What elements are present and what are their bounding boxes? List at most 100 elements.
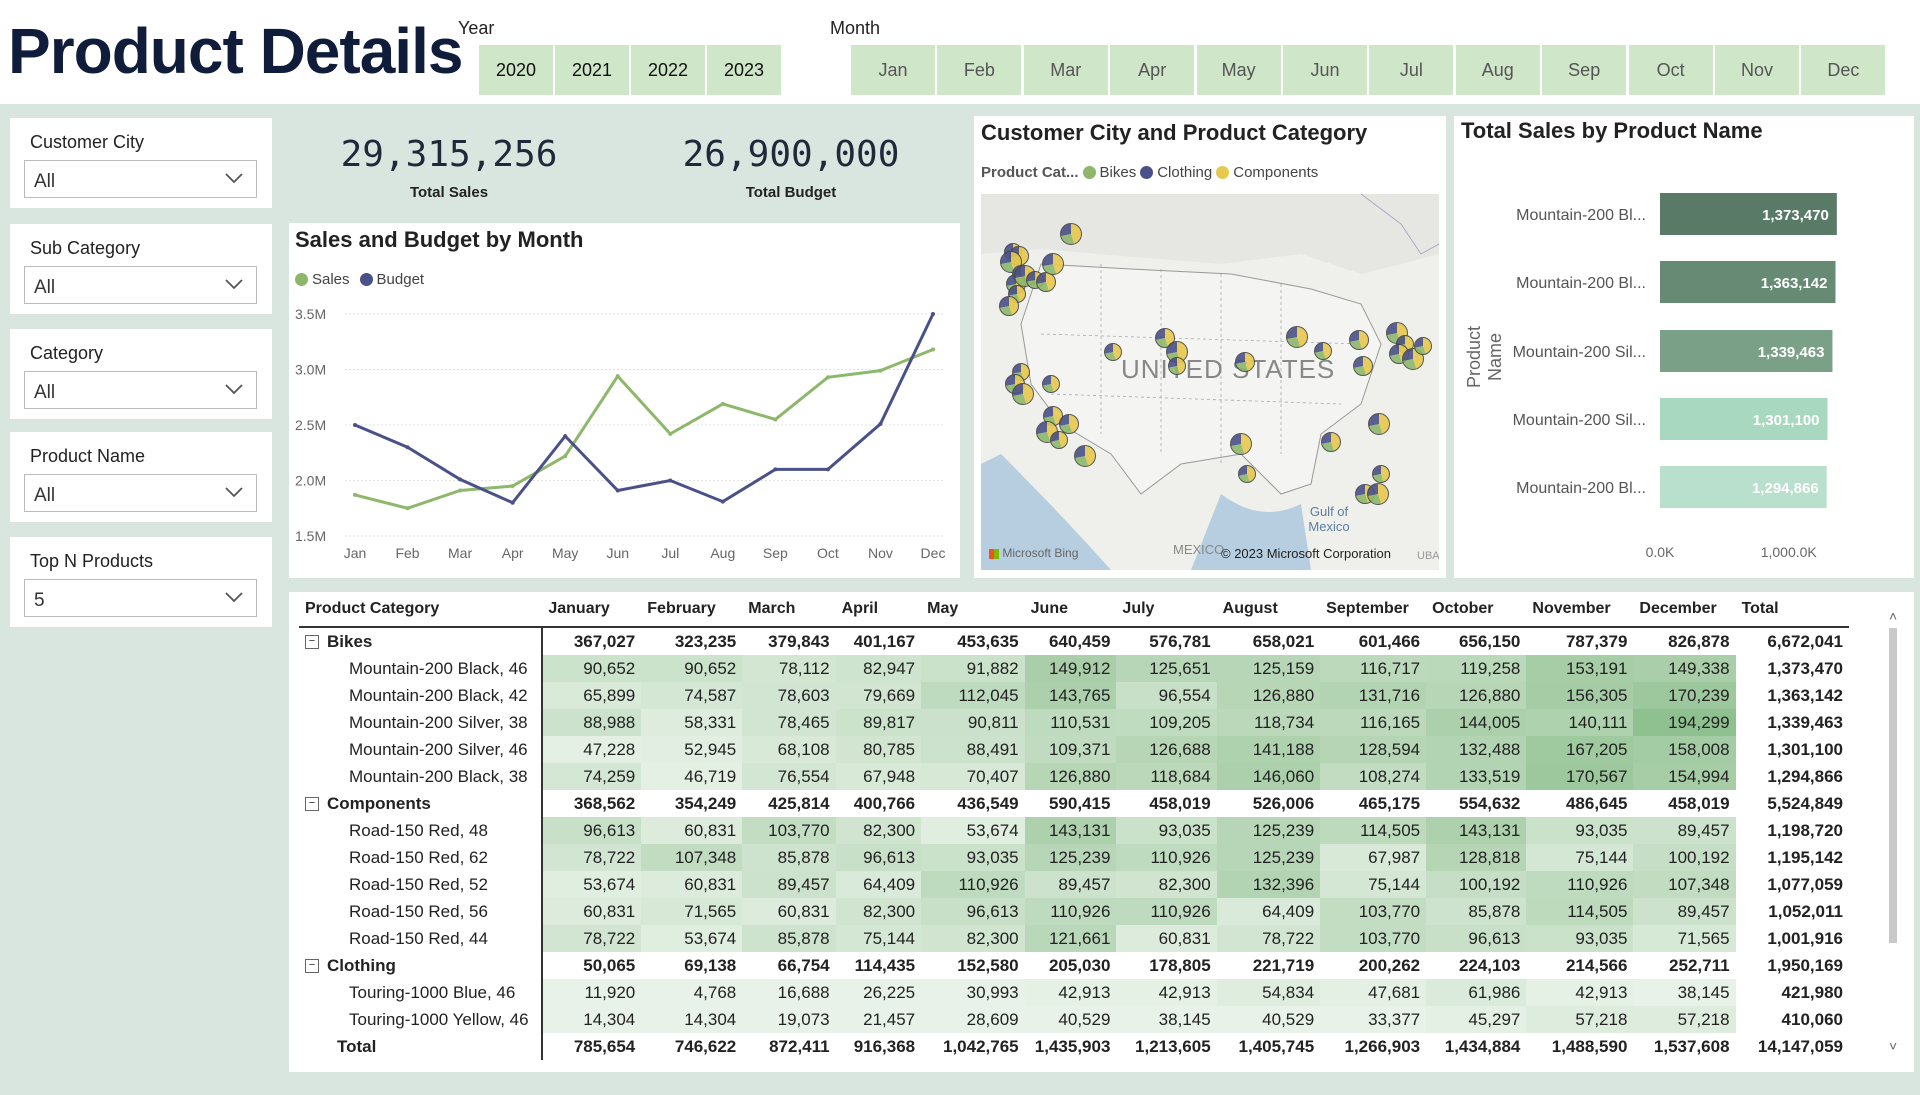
sales-point[interactable]: [825, 375, 830, 380]
map-city-marker[interactable]: [1349, 330, 1369, 350]
year-option-2020[interactable]: 2020: [479, 45, 553, 95]
sales-point[interactable]: [510, 484, 515, 489]
budget-point[interactable]: [615, 488, 620, 493]
map-city-marker[interactable]: [1368, 413, 1390, 435]
map-city-marker[interactable]: [1372, 465, 1390, 483]
scroll-down-icon[interactable]: ˅: [1889, 1038, 1898, 1054]
budget-point[interactable]: [405, 445, 410, 450]
sales-point[interactable]: [668, 431, 673, 436]
matrix-scrollbar[interactable]: ˄ ˅: [1885, 608, 1899, 1056]
bar[interactable]: [1660, 193, 1837, 235]
map-city-marker[interactable]: [1059, 414, 1079, 434]
year-option-2023[interactable]: 2023: [707, 45, 781, 95]
budget-point[interactable]: [773, 467, 778, 472]
collapse-icon[interactable]: −: [305, 959, 319, 974]
chevron-down-icon[interactable]: [224, 590, 244, 609]
sales-point[interactable]: [353, 492, 357, 497]
chevron-down-icon[interactable]: [224, 382, 244, 401]
bar[interactable]: [1660, 466, 1827, 508]
category-dropdown[interactable]: All: [24, 371, 257, 409]
sales-point[interactable]: [458, 488, 463, 493]
matrix-column-header[interactable]: May: [921, 592, 1025, 628]
collapse-icon[interactable]: −: [305, 635, 319, 650]
map-city-marker[interactable]: [1168, 357, 1186, 375]
map-city-marker[interactable]: [1286, 326, 1308, 348]
month-option-jun[interactable]: Jun: [1283, 45, 1367, 95]
matrix-column-header[interactable]: March: [742, 592, 836, 628]
map-city-marker[interactable]: [1042, 253, 1064, 275]
sales-point[interactable]: [615, 374, 620, 379]
bar[interactable]: [1660, 330, 1833, 372]
chevron-down-icon[interactable]: [224, 277, 244, 296]
matrix-column-header[interactable]: August: [1216, 592, 1321, 628]
map-canvas[interactable]: UNITED STATES Gulf of Mexico MEXICO UBA …: [981, 194, 1439, 570]
collapse-icon[interactable]: −: [305, 797, 319, 812]
scroll-up-icon[interactable]: ˄: [1889, 608, 1898, 624]
month-option-mar[interactable]: Mar: [1023, 45, 1108, 95]
budget-point[interactable]: [458, 477, 463, 482]
scrollbar-thumb[interactable]: [1889, 628, 1897, 943]
map-city-marker[interactable]: [1036, 272, 1056, 292]
matrix-column-header[interactable]: February: [641, 592, 743, 628]
map-city-marker[interactable]: [1230, 433, 1252, 455]
budget-point[interactable]: [825, 467, 830, 472]
matrix-row-header[interactable]: Product Category: [299, 592, 543, 628]
sales-point[interactable]: [773, 417, 778, 422]
budget-point[interactable]: [668, 478, 673, 483]
month-option-jan[interactable]: Jan: [851, 45, 935, 95]
sub-category-dropdown[interactable]: All: [24, 266, 257, 304]
product-name-dropdown[interactable]: All: [24, 474, 257, 512]
matrix-column-header[interactable]: September: [1320, 592, 1427, 628]
matrix-row-label[interactable]: − Bikes: [299, 627, 544, 655]
sales-point[interactable]: [405, 506, 410, 511]
year-option-2021[interactable]: 2021: [555, 45, 629, 95]
budget-point[interactable]: [510, 500, 515, 505]
map-city-marker[interactable]: [1367, 483, 1389, 505]
budget-point[interactable]: [931, 312, 935, 316]
year-option-2022[interactable]: 2022: [631, 45, 705, 95]
map-city-marker[interactable]: [1060, 223, 1082, 245]
map-city-marker[interactable]: [1238, 465, 1256, 483]
sales-point[interactable]: [563, 454, 568, 459]
matrix-row-label[interactable]: − Components: [299, 790, 544, 817]
map-city-marker[interactable]: [1074, 445, 1096, 467]
sales-point[interactable]: [931, 347, 935, 352]
map-city-marker[interactable]: [999, 296, 1019, 316]
map-city-marker[interactable]: [1050, 431, 1068, 449]
matrix-column-header[interactable]: January: [542, 592, 642, 628]
month-option-jul[interactable]: Jul: [1369, 45, 1454, 95]
sales-point[interactable]: [878, 368, 883, 373]
map-city-marker[interactable]: [1414, 337, 1432, 355]
matrix-row-label[interactable]: − Clothing: [299, 952, 544, 979]
map-city-marker[interactable]: [1042, 375, 1060, 393]
month-option-oct[interactable]: Oct: [1628, 45, 1713, 95]
map-city-marker[interactable]: [1012, 383, 1034, 405]
budget-point[interactable]: [353, 423, 357, 427]
map-city-marker[interactable]: [1104, 343, 1122, 361]
map-city-marker[interactable]: [1321, 432, 1341, 452]
matrix-column-header[interactable]: October: [1426, 592, 1527, 628]
month-option-aug[interactable]: Aug: [1455, 45, 1540, 95]
budget-line[interactable]: [354, 313, 935, 505]
map-city-marker[interactable]: [1353, 356, 1373, 376]
matrix-column-header[interactable]: Total: [1735, 592, 1849, 628]
map-city-marker[interactable]: [1314, 342, 1332, 360]
month-option-nov[interactable]: Nov: [1715, 45, 1799, 95]
month-option-dec[interactable]: Dec: [1801, 45, 1886, 95]
matrix-column-header[interactable]: December: [1633, 592, 1736, 628]
sales-line[interactable]: [354, 348, 934, 510]
budget-point[interactable]: [563, 434, 568, 439]
month-option-may[interactable]: May: [1196, 45, 1281, 95]
budget-point[interactable]: [878, 421, 883, 426]
budget-point[interactable]: [720, 499, 725, 504]
map-city-marker[interactable]: [1235, 352, 1255, 372]
chevron-down-icon[interactable]: [224, 485, 244, 504]
top-n-products-dropdown[interactable]: 5: [24, 579, 257, 617]
month-option-sep[interactable]: Sep: [1542, 45, 1627, 95]
chevron-down-icon[interactable]: [224, 171, 244, 190]
matrix-column-header[interactable]: April: [835, 592, 922, 628]
matrix-column-header[interactable]: November: [1526, 592, 1634, 628]
matrix-column-header[interactable]: July: [1116, 592, 1217, 628]
month-option-apr[interactable]: Apr: [1110, 45, 1195, 95]
bar[interactable]: [1660, 398, 1828, 440]
